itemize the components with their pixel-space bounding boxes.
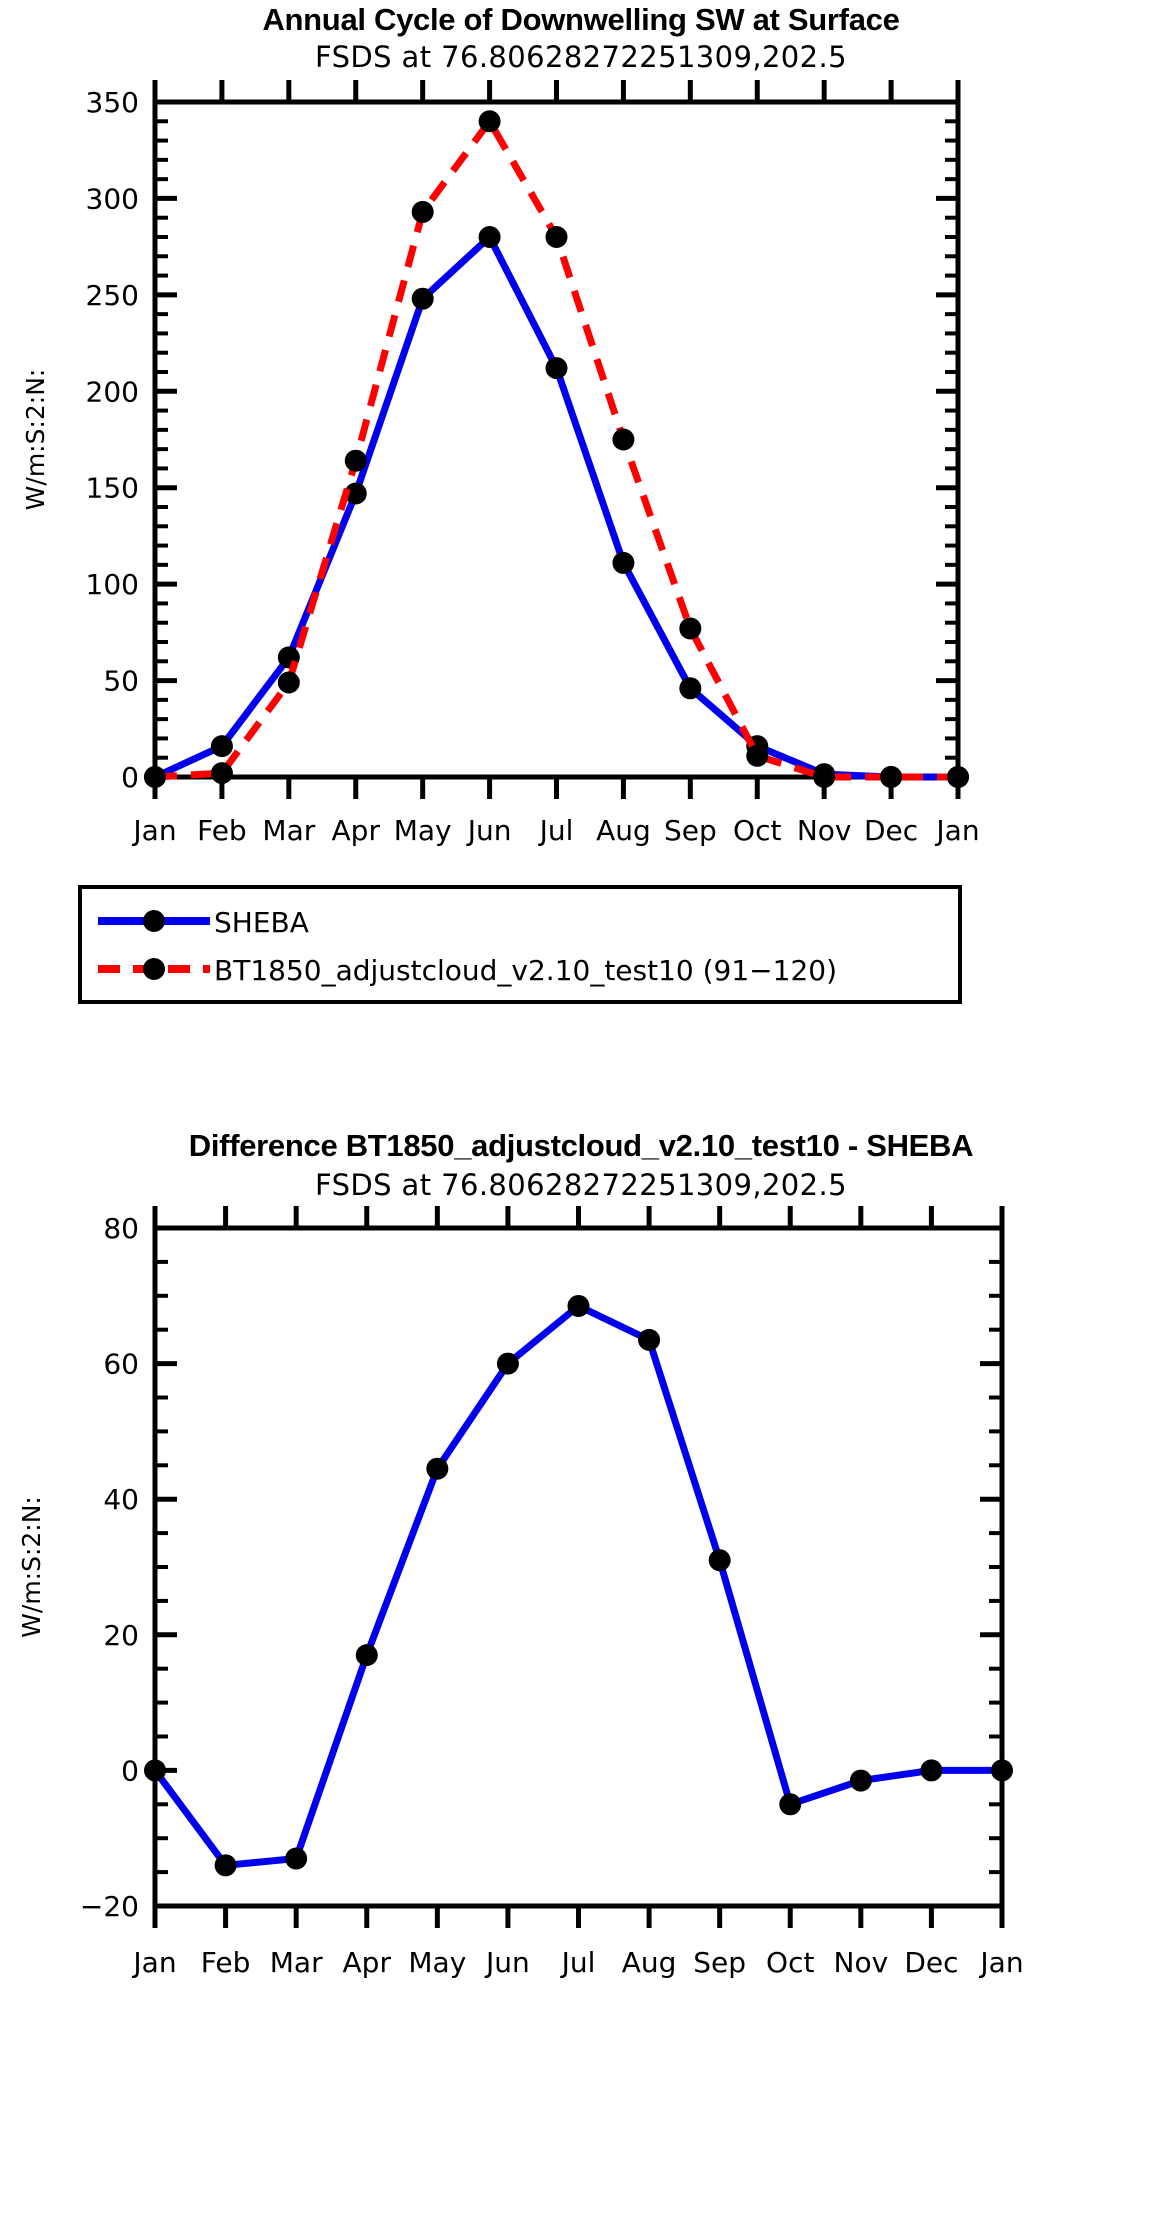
data-point: [545, 226, 568, 248]
x-tick-label: May: [394, 814, 452, 847]
x-tick-label: Jan: [131, 814, 176, 847]
data-point: [210, 762, 233, 785]
data-point: [779, 1793, 802, 1816]
top-chart-panel: Annual Cycle of Downwelling SW at Surfac…: [0, 2, 1162, 1112]
y-axis-title: W/m:S:2:N:: [17, 1496, 46, 1638]
y-tick-label: 200: [86, 375, 139, 408]
data-point: [344, 482, 367, 505]
series-line-0: [152, 1301, 1002, 1869]
data-point: [638, 1328, 661, 1351]
data-point: [144, 1759, 166, 1782]
x-tick-label: Feb: [201, 1946, 251, 1979]
y-tick-label: 150: [86, 472, 139, 505]
x-tick-label: Jul: [560, 1946, 596, 1979]
legend-box: [78, 885, 962, 1004]
x-tick-label: Jul: [538, 814, 574, 847]
data-point: [679, 677, 702, 700]
top-chart-title: Annual Cycle of Downwelling SW at Surfac…: [262, 2, 900, 37]
x-tick-label: Sep: [664, 814, 717, 847]
plot-frame: [152, 1225, 1005, 1909]
x-tick-label: Nov: [834, 1946, 889, 1979]
data-point: [849, 1769, 872, 1792]
data-point: [426, 1457, 449, 1480]
top-chart-plot: 0 50 100 150 200 250 300 350 Jan Feb Mar Apr May Jun J…: [0, 72, 1162, 1112]
x-tick-label: Jan: [934, 814, 979, 847]
y-tick-label: 0: [121, 761, 139, 794]
bottom-chart-subtitle: FSDS at 76.80628272251309,202.5: [315, 1168, 847, 1202]
legend: SHEBA BT1850_adjustcloud_v2.10_test10 (91…: [78, 885, 962, 1004]
x-tick-label: Jan: [978, 1946, 1023, 1979]
x-tick-label: Mar: [262, 814, 315, 847]
x-tick-label: Oct: [766, 1946, 814, 1979]
bottom-axis-frame: −20 0 20 40 60 80 Jan Feb Mar Apr May Jun Jul Aug Sep O…: [80, 1206, 1024, 1979]
y-tick-label: 0: [121, 1754, 139, 1787]
x-tick-label: Aug: [596, 814, 651, 847]
data-point: [880, 766, 903, 788]
y-tick-label: 350: [86, 86, 139, 119]
x-tick-label: Apr: [343, 1946, 392, 1979]
data-point: [612, 428, 635, 451]
x-tick-label: Dec: [864, 814, 918, 847]
y-tick-label: 60: [103, 1348, 139, 1381]
data-point: [478, 110, 501, 133]
data-point: [813, 766, 836, 788]
data-point: [411, 200, 434, 223]
data-point: [708, 1549, 731, 1572]
data-point: [144, 766, 166, 788]
x-tick-label: Apr: [332, 814, 381, 847]
y-tick-label: 80: [103, 1212, 139, 1245]
data-point: [277, 671, 300, 694]
y-tick-label: 300: [86, 182, 139, 215]
legend-label-0: SHEBA: [214, 906, 309, 939]
x-tick-label: Jun: [484, 1946, 530, 1979]
bottom-chart-panel: Difference BT1850_adjustcloud_v2.10_test…: [0, 1130, 1162, 2239]
legend-label-1: BT1850_adjustcloud_v2.10_test10 (91−120): [214, 954, 837, 987]
top-axis-frame: 0 50 100 150 200 250 300 350 Jan Feb Mar Apr May Jun J…: [86, 80, 980, 847]
y-axis-title: W/m:S:2:N:: [21, 369, 50, 511]
data-point: [947, 766, 969, 788]
data-point: [496, 1352, 519, 1375]
data-point: [567, 1294, 590, 1317]
y-tick-label: 100: [86, 568, 139, 601]
x-tick-label: Jun: [466, 814, 512, 847]
legend-marker-1: [143, 958, 165, 980]
data-point: [214, 1854, 237, 1877]
x-tick-label: Feb: [197, 814, 247, 847]
y-tick-label: 50: [103, 665, 139, 698]
x-tick-label: Jan: [131, 1946, 176, 1979]
x-tick-label: Nov: [797, 814, 852, 847]
y-tick-label: −20: [80, 1890, 139, 1923]
x-tick-label: Mar: [270, 1946, 323, 1979]
data-point: [355, 1644, 378, 1667]
x-tick-label: Dec: [904, 1946, 958, 1979]
data-point: [920, 1759, 943, 1782]
x-tick-label: Oct: [733, 814, 781, 847]
bottom-chart-plot: −20 0 20 40 60 80 Jan Feb Mar Apr May Jun Jul Aug Sep O…: [0, 1200, 1162, 2220]
data-point: [344, 449, 367, 472]
data-point: [746, 744, 769, 767]
data-point: [679, 617, 702, 640]
legend-marker-0: [143, 910, 165, 932]
data-point: [210, 735, 233, 758]
data-point: [411, 287, 434, 310]
x-tick-label: Aug: [622, 1946, 677, 1979]
x-tick-label: Sep: [693, 1946, 746, 1979]
data-point: [285, 1847, 308, 1870]
data-point: [991, 1759, 1013, 1782]
y-tick-label: 20: [103, 1619, 139, 1652]
data-point: [478, 226, 501, 248]
data-point: [545, 357, 568, 380]
data-point: [612, 551, 635, 574]
y-tick-label: 250: [86, 279, 139, 312]
y-tick-label: 40: [103, 1483, 139, 1516]
x-tick-label: May: [408, 1946, 466, 1979]
top-chart-subtitle: FSDS at 76.80628272251309,202.5: [315, 40, 847, 74]
bottom-chart-title: Difference BT1850_adjustcloud_v2.10_test…: [188, 1128, 974, 1163]
